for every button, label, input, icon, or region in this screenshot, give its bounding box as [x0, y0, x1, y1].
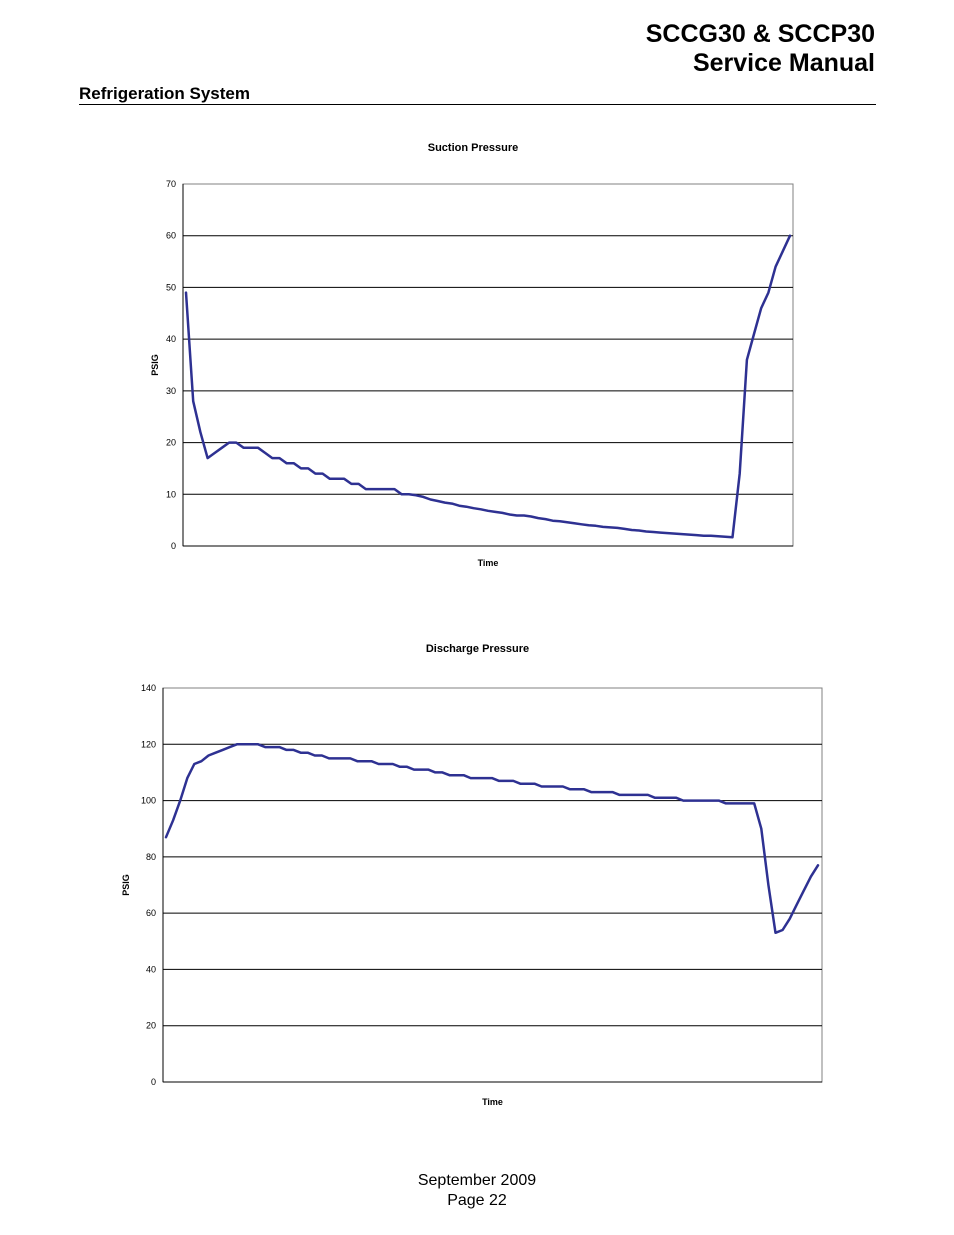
section-heading: Refrigeration System: [79, 84, 250, 103]
discharge-y-tick-label: 100: [141, 796, 156, 806]
suction-y-tick-label: 10: [166, 489, 176, 499]
discharge-chart-title: Discharge Pressure: [426, 643, 529, 655]
document-title: SCCG30 & SCCP30 Service Manual: [646, 20, 875, 78]
discharge-y-tick-label: 0: [151, 1077, 156, 1087]
discharge-pressure-chart: 0 20 40 60 80 100 120 140 Discharge Pressure Time…: [121, 643, 823, 1107]
discharge-y-tick-label: 40: [146, 964, 156, 974]
suction-pressure-chart: 0 10 20 30 40 50 60 70 Suction Pressure Time PSIG: [150, 142, 794, 568]
suction-y-tick-label: 0: [171, 541, 176, 551]
discharge-series-line: [164, 743, 820, 935]
discharge-y-tick-label: 140: [141, 683, 156, 693]
suction-y-axis-label: PSIG: [150, 354, 160, 376]
suction-series-line: [184, 234, 792, 539]
discharge-y-tick-label: 20: [146, 1021, 156, 1031]
discharge-x-axis-label: Time: [482, 1097, 503, 1107]
suction-y-tick-label: 70: [166, 179, 176, 189]
footer-page: Page 22: [447, 1192, 507, 1209]
suction-y-tick-label: 50: [166, 282, 176, 292]
document-title-line1: SCCG30 & SCCP30: [645, 20, 875, 48]
suction-y-tick-label: 60: [166, 231, 176, 241]
suction-x-axis-label: Time: [478, 558, 499, 568]
discharge-y-tick-label: 120: [141, 739, 156, 749]
suction-y-tick-label: 30: [166, 386, 176, 396]
suction-y-tick-label: 40: [166, 334, 176, 344]
discharge-y-axis-label: PSIG: [121, 874, 131, 896]
suction-chart-title: Suction Pressure: [428, 142, 518, 154]
discharge-y-tick-label: 80: [146, 852, 156, 862]
document-title-line2: Service Manual: [692, 49, 875, 77]
footer-date: September 2009: [417, 1172, 537, 1189]
discharge-y-tick-label: 60: [146, 908, 156, 918]
suction-y-tick-label: 20: [166, 438, 176, 448]
header-rule: [79, 104, 876, 105]
